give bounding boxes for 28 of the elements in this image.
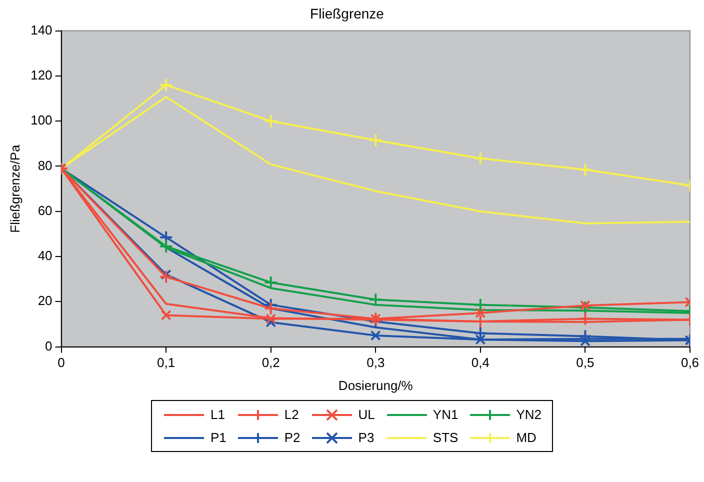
x-tick-label: 0,1	[157, 355, 176, 370]
x-tick-label: 0	[58, 355, 65, 370]
x-tick-label: 0,5	[576, 355, 594, 370]
y-tick-label: 20	[38, 293, 52, 308]
legend-label: L2	[284, 407, 299, 422]
chart-title: Fließgrenze	[310, 5, 384, 22]
legend-label: MD	[516, 430, 536, 445]
x-tick-label: 0,6	[680, 355, 700, 370]
y-tick-label: 80	[38, 158, 52, 173]
legend-label: YN2	[516, 407, 542, 422]
y-tick-label: 40	[38, 248, 52, 264]
y-tick-label: 60	[38, 202, 52, 218]
legend-label: YN1	[432, 407, 458, 422]
legend-label: L1	[210, 407, 225, 422]
y-tick-label: 140	[30, 22, 52, 38]
legend-label: P2	[284, 430, 300, 445]
y-tick-label: 120	[30, 68, 52, 83]
x-tick-label: 0,3	[366, 355, 385, 370]
x-tick-label: 0,4	[471, 355, 490, 370]
legend-label: STS	[432, 430, 458, 445]
x-axis-title: Dosierung/%	[338, 378, 414, 393]
x-tick-label: 0,2	[262, 355, 280, 370]
legend-label: P3	[358, 430, 374, 445]
legend-label: UL	[358, 407, 375, 422]
legend-label: P1	[210, 430, 226, 445]
y-tick-label: 0	[45, 338, 52, 354]
y-tick-label: 100	[30, 112, 52, 128]
y-axis-title: Fließgrenze/Pa	[7, 144, 22, 233]
